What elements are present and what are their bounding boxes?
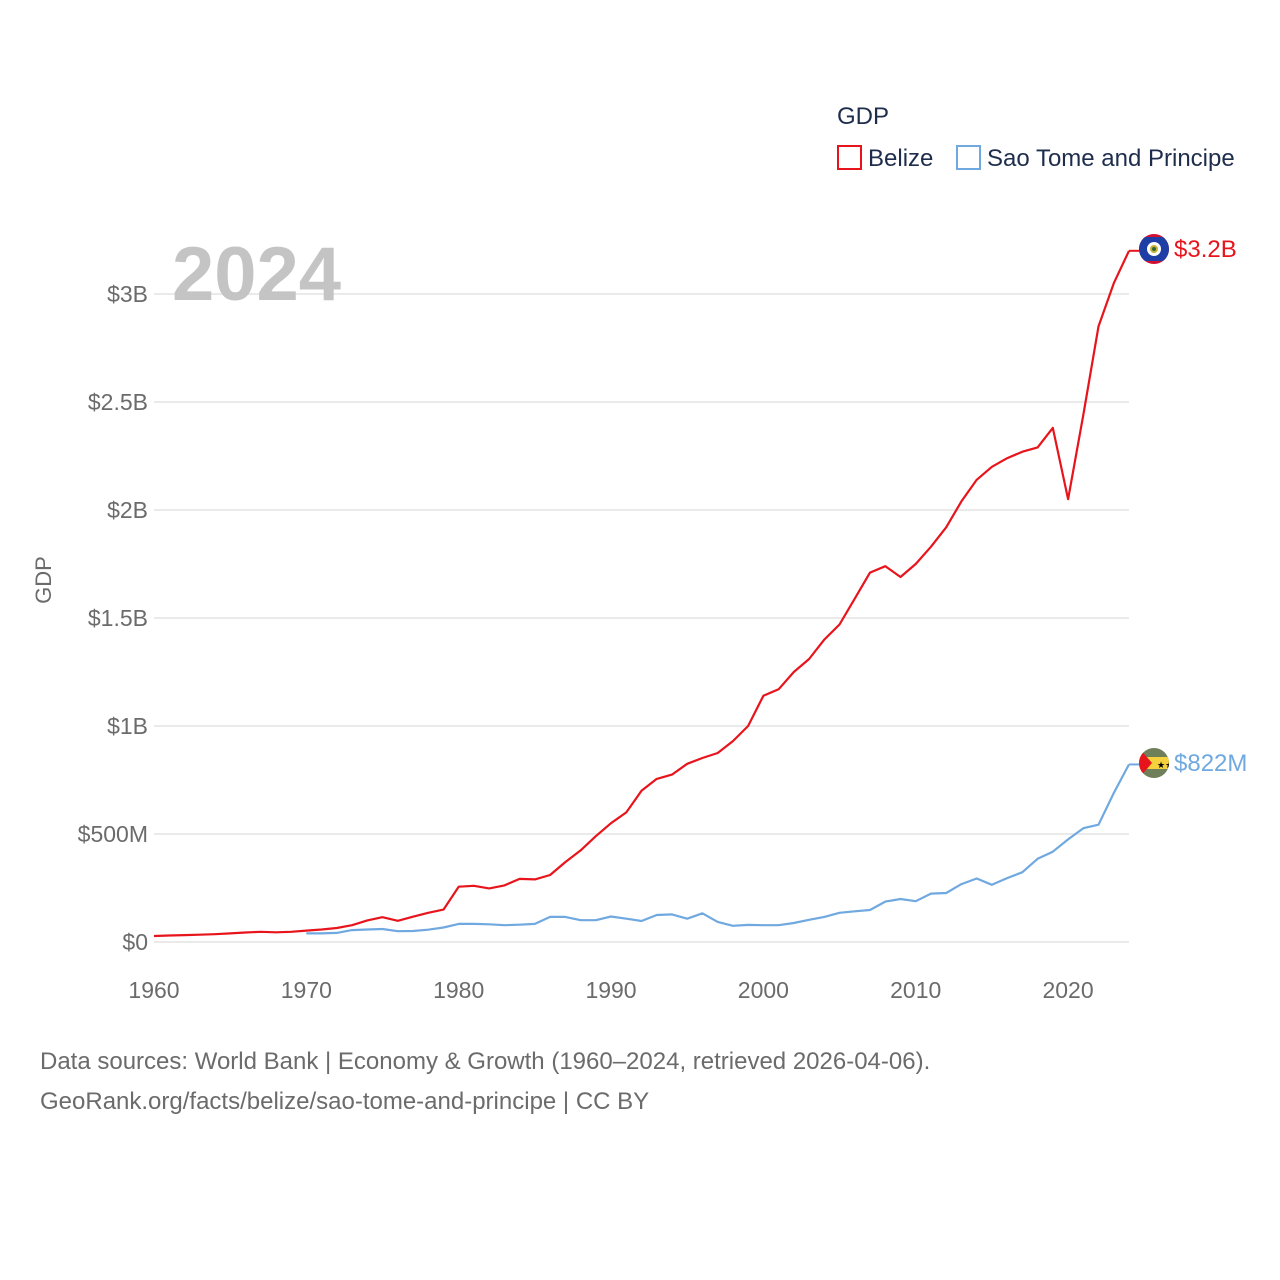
x-tick-label-2010: 2010 (890, 977, 941, 1003)
svg-text:★★: ★★ (1157, 761, 1173, 771)
gridlines (154, 293, 1129, 943)
legend-swatch-sao-tome[interactable] (956, 145, 981, 170)
x-tick-label-1990: 1990 (585, 977, 636, 1003)
x-tick-label-1970: 1970 (281, 977, 332, 1003)
x-tick-label-1960: 1960 (128, 977, 179, 1003)
legend-swatch-belize[interactable] (837, 145, 862, 170)
end-value-belize: $3.2B (1174, 236, 1237, 263)
series-line-belize[interactable] (153, 250, 1130, 938)
end-value-sao-tome: $822M (1174, 750, 1247, 777)
x-tick-label-2020: 2020 (1042, 977, 1093, 1003)
legend-title: GDP (837, 103, 889, 130)
y-tick-label-4: $2B (107, 497, 148, 523)
y-tick-label-1: $500M (78, 821, 148, 847)
legend-label-sao-tome[interactable]: Sao Tome and Principe (987, 145, 1235, 172)
x-tick-label-2000: 2000 (738, 977, 789, 1003)
y-tick-label-2: $1B (107, 713, 148, 739)
current-year-label: 2024 (172, 232, 341, 317)
x-tick-label-1980: 1980 (433, 977, 484, 1003)
series-lines (153, 249, 1140, 938)
sao-tome-flag-icon: ★★ (1139, 748, 1173, 778)
y-axis-ticks: $0 $500M $1B $1.5B $2B $2.5B $3B (78, 281, 148, 955)
footer: Data sources: World Bank | Economy & Gro… (40, 1042, 930, 1122)
x-axis-ticks: 1960 1970 1980 1990 2000 2010 2020 (128, 977, 1093, 1003)
series-line-sao-tome[interactable] (306, 763, 1130, 935)
legend: GDP Belize Sao Tome and Principe (837, 103, 1235, 172)
y-tick-label-5: $2.5B (88, 389, 148, 415)
y-tick-label-3: $1.5B (88, 605, 148, 631)
belize-flag-icon (1139, 234, 1169, 264)
y-tick-label-6: $3B (107, 281, 148, 307)
footer-link[interactable]: GeoRank.org/facts/belize/sao-tome-and-pr… (40, 1088, 650, 1115)
y-tick-label-0: $0 (122, 929, 148, 955)
y-axis-title: GDP (31, 556, 56, 604)
legend-label-belize[interactable]: Belize (868, 145, 933, 172)
footer-sources: Data sources: World Bank | Economy & Gro… (40, 1048, 931, 1075)
